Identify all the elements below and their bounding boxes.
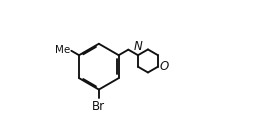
Text: N: N <box>133 40 142 53</box>
Text: Me: Me <box>55 45 70 55</box>
Text: Br: Br <box>92 100 105 112</box>
Text: O: O <box>160 60 169 73</box>
